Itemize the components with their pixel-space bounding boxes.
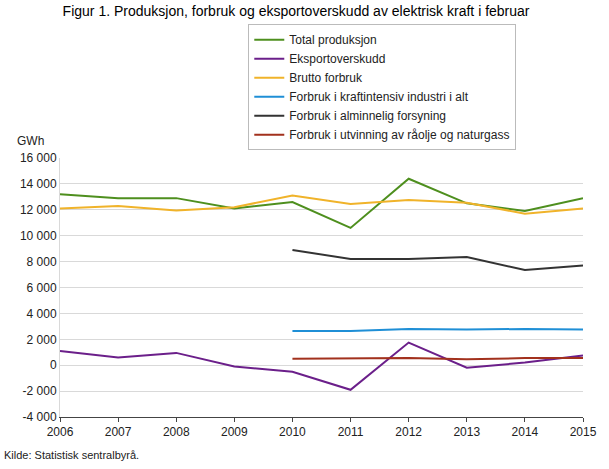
- svg-text:-4 000: -4 000: [23, 410, 57, 424]
- svg-text:2011: 2011: [338, 425, 364, 439]
- svg-text:2012: 2012: [395, 425, 422, 439]
- svg-text:Figur 1. Produksjon, forbruk o: Figur 1. Produksjon, forbruk og eksporto…: [63, 3, 530, 19]
- svg-text:Forbruk i alminnelig forsyning: Forbruk i alminnelig forsyning: [289, 109, 446, 123]
- svg-text:14 000: 14 000: [20, 177, 57, 191]
- svg-text:GWh: GWh: [17, 134, 44, 148]
- svg-text:2006: 2006: [47, 425, 74, 439]
- svg-text:2 000: 2 000: [27, 333, 57, 347]
- svg-text:Forbruk i utvinning av råolje: Forbruk i utvinning av råolje og naturga…: [289, 128, 509, 142]
- svg-text:10 000: 10 000: [20, 229, 57, 243]
- svg-text:-2 000: -2 000: [23, 384, 57, 398]
- svg-text:2007: 2007: [105, 425, 132, 439]
- svg-text:2015: 2015: [570, 425, 597, 439]
- svg-text:2014: 2014: [512, 425, 539, 439]
- svg-text:0: 0: [50, 358, 57, 372]
- svg-text:4 000: 4 000: [27, 307, 57, 321]
- svg-text:16 000: 16 000: [20, 151, 57, 165]
- svg-text:Total produksjon: Total produksjon: [289, 33, 376, 47]
- svg-text:2009: 2009: [221, 425, 248, 439]
- svg-text:Brutto forbruk: Brutto forbruk: [289, 71, 363, 85]
- svg-text:Eksportoverskudd: Eksportoverskudd: [289, 52, 385, 66]
- svg-text:2010: 2010: [279, 425, 306, 439]
- svg-text:12 000: 12 000: [20, 203, 57, 217]
- svg-text:Forbruk i kraftintensiv indust: Forbruk i kraftintensiv industri i alt: [289, 90, 468, 104]
- svg-text:8 000: 8 000: [27, 255, 57, 269]
- svg-text:Kilde: Statistisk sentralbyrå.: Kilde: Statistisk sentralbyrå.: [4, 449, 139, 461]
- svg-text:6 000: 6 000: [27, 281, 57, 295]
- svg-text:2008: 2008: [163, 425, 190, 439]
- svg-text:2013: 2013: [453, 425, 480, 439]
